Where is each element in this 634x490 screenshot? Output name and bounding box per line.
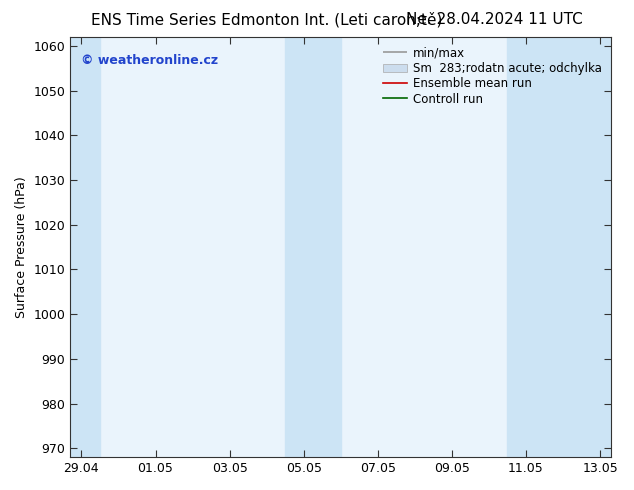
Text: © weatheronline.cz: © weatheronline.cz: [81, 54, 218, 67]
Bar: [507, 37, 611, 457]
Y-axis label: Surface Pressure (hPa): Surface Pressure (hPa): [15, 176, 28, 318]
Text: Ne. 28.04.2024 11 UTC: Ne. 28.04.2024 11 UTC: [406, 12, 583, 27]
Bar: [285, 37, 340, 457]
Bar: [70, 37, 100, 457]
Text: ENS Time Series Edmonton Int. (Leti caron;tě): ENS Time Series Edmonton Int. (Leti caro…: [91, 12, 442, 28]
Legend: min/max, Sm  283;rodatn acute; odchylka, Ensemble mean run, Controll run: min/max, Sm 283;rodatn acute; odchylka, …: [380, 43, 605, 109]
